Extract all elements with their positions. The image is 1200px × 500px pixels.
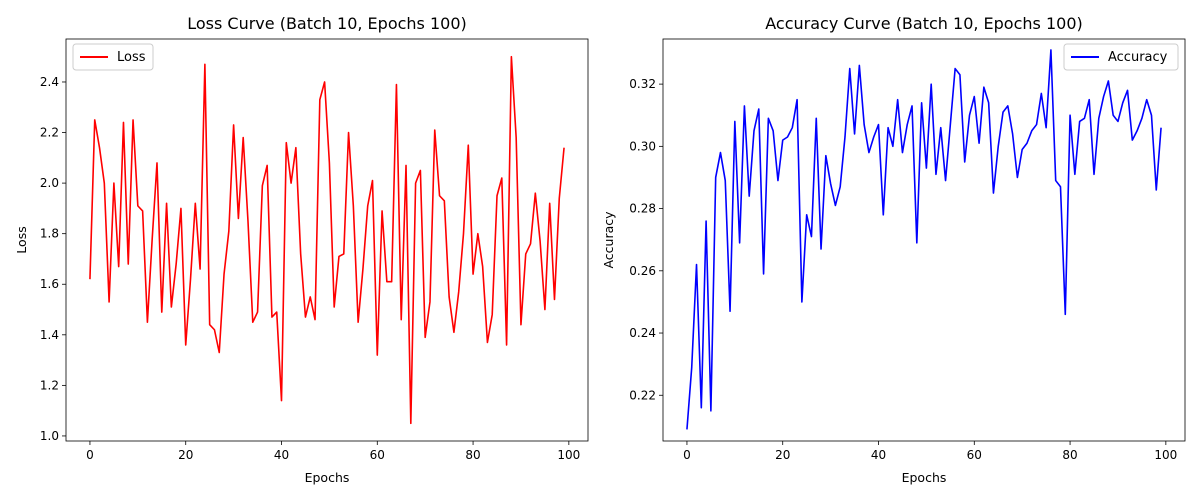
accuracy-y-tick-label: 0.30 <box>629 139 656 153</box>
accuracy-y-ticks: 0.22 0.24 0.26 0.28 0.30 0.32 <box>629 77 663 402</box>
accuracy-y-tick-label: 0.22 <box>629 388 656 402</box>
loss-x-tick-label: 40 <box>274 448 289 462</box>
loss-legend-box <box>72 43 154 71</box>
accuracy-x-tick-label: 60 <box>967 448 982 462</box>
loss-y-tick-label: 2.2 <box>40 126 59 140</box>
accuracy-x-tick-label: 0 <box>683 448 691 462</box>
loss-x-tick-label: 80 <box>465 448 480 462</box>
loss-x-tick-label: 100 <box>557 448 580 462</box>
loss-chart: Loss Curve (Batch 10, Epochs 100) Epochs… <box>14 14 589 485</box>
loss-x-axis-label: Epochs <box>305 470 350 485</box>
accuracy-x-tick-label: 100 <box>1154 448 1177 462</box>
accuracy-plot-area <box>662 38 1186 442</box>
accuracy-x-tick-label: 80 <box>1062 448 1077 462</box>
accuracy-y-tick-label: 0.28 <box>629 202 656 216</box>
accuracy-x-tick-label: 40 <box>871 448 886 462</box>
loss-y-tick-label: 2.0 <box>40 176 59 190</box>
loss-chart-title: Loss Curve (Batch 10, Epochs 100) <box>187 14 467 33</box>
accuracy-y-tick-label: 0.26 <box>629 264 656 278</box>
accuracy-x-tick-label: 20 <box>775 448 790 462</box>
accuracy-series-line <box>686 49 1162 430</box>
accuracy-x-ticks: 0 20 40 60 80 100 <box>683 441 1177 462</box>
accuracy-y-tick-label: 0.24 <box>629 326 656 340</box>
loss-y-ticks: 1.0 1.2 1.4 1.6 1.8 2.0 2.2 2.4 <box>40 75 66 443</box>
accuracy-legend-box <box>1063 43 1179 71</box>
accuracy-x-axis-label: Epochs <box>902 470 947 485</box>
loss-y-tick-label: 1.0 <box>40 429 59 443</box>
accuracy-chart-title: Accuracy Curve (Batch 10, Epochs 100) <box>765 14 1082 33</box>
loss-plot-area <box>65 38 589 442</box>
loss-y-tick-label: 2.4 <box>40 75 59 89</box>
loss-x-tick-label: 60 <box>370 448 385 462</box>
loss-x-tick-label: 20 <box>178 448 193 462</box>
loss-series-group <box>89 55 565 425</box>
loss-series-line <box>89 55 565 425</box>
loss-y-axis-label: Loss <box>14 226 29 253</box>
accuracy-legend-label: Accuracy <box>1108 50 1168 65</box>
accuracy-series-group <box>686 49 1162 430</box>
accuracy-chart: Accuracy Curve (Batch 10, Epochs 100) Ep… <box>601 14 1186 485</box>
loss-x-ticks: 0 20 40 60 80 100 <box>86 441 580 462</box>
loss-legend: Loss <box>72 43 154 71</box>
loss-y-tick-label: 1.2 <box>40 378 59 392</box>
loss-y-tick-label: 1.4 <box>40 328 59 342</box>
accuracy-legend: Accuracy <box>1063 43 1179 71</box>
loss-x-tick-label: 0 <box>86 448 94 462</box>
accuracy-y-tick-label: 0.32 <box>629 77 656 91</box>
loss-legend-label: Loss <box>117 50 146 65</box>
loss-y-tick-label: 1.8 <box>40 227 59 241</box>
accuracy-y-axis-label: Accuracy <box>601 211 616 269</box>
loss-y-tick-label: 1.6 <box>40 277 59 291</box>
